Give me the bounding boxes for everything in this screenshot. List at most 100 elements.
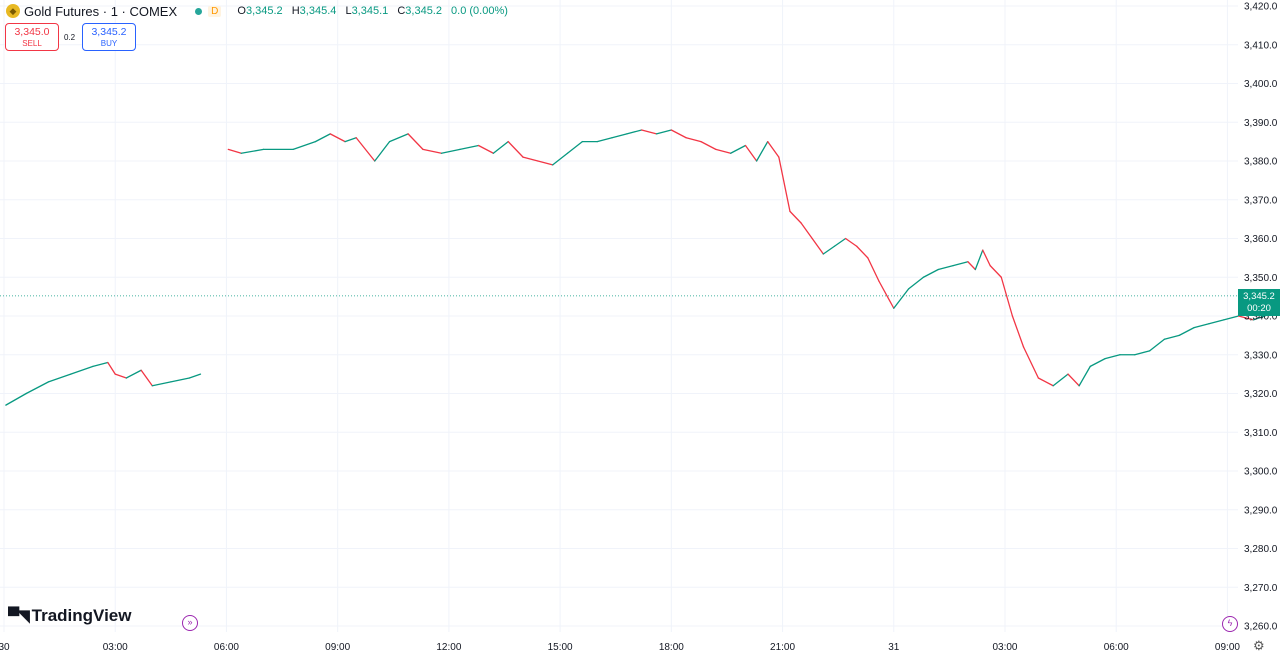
close-label: C xyxy=(397,5,406,17)
x-tick-label: 18:00 xyxy=(659,642,684,653)
price-segment xyxy=(856,245,869,259)
price-segment xyxy=(47,373,72,383)
price-segment xyxy=(1078,365,1091,387)
price-segment xyxy=(422,148,443,154)
price-segment xyxy=(566,140,584,154)
tradingview-logo[interactable]: ▀◥ TradingView xyxy=(8,606,131,626)
price-segment xyxy=(907,276,925,290)
price-segment xyxy=(700,140,717,151)
lightning-icon[interactable]: ϟ xyxy=(1222,616,1238,632)
price-segment xyxy=(670,129,687,139)
gear-icon[interactable]: ⚙ xyxy=(1253,638,1265,653)
price-segment xyxy=(1148,338,1166,352)
y-tick-label: 3,310.0 xyxy=(1244,428,1278,439)
tradingview-logo-icon: ▀◥ xyxy=(8,608,30,625)
price-segment xyxy=(974,249,984,271)
symbol-title[interactable]: Gold Futures · 1 · COMEX xyxy=(24,3,178,19)
y-tick-label: 3,380.0 xyxy=(1244,157,1278,168)
price-segment xyxy=(329,133,346,143)
price-segment xyxy=(440,148,461,154)
price-segment xyxy=(107,361,116,375)
price-segment xyxy=(811,237,824,255)
x-tick-label: 09:00 xyxy=(325,642,350,653)
x-tick-label: 06:00 xyxy=(1104,642,1129,653)
price-segment xyxy=(1193,323,1210,329)
close-value: 3,345.2 xyxy=(405,5,442,17)
y-tick-label: 3,360.0 xyxy=(1244,234,1278,245)
x-tick-label: 31 xyxy=(888,642,900,653)
last-price-tag: 3,345.2 00:20 xyxy=(1238,289,1280,316)
y-tick-label: 3,370.0 xyxy=(1244,195,1278,206)
price-segment xyxy=(170,377,191,383)
y-tick-label: 3,330.0 xyxy=(1244,350,1278,361)
x-tick-label: 06:00 xyxy=(214,642,239,653)
price-segment xyxy=(844,237,858,247)
open-value: 3,345.2 xyxy=(245,5,283,17)
price-segment xyxy=(374,140,391,162)
price-segment xyxy=(685,137,702,143)
x-tick-label: 21:00 xyxy=(770,642,795,653)
price-segment xyxy=(655,129,672,135)
buy-label: BUY xyxy=(100,39,118,48)
high-label: H xyxy=(291,5,300,17)
sell-button[interactable]: 3,345.0 SELL xyxy=(5,23,59,51)
price-segment xyxy=(596,137,613,143)
price-segment xyxy=(989,264,1002,278)
price-segment xyxy=(227,148,242,154)
price-segment xyxy=(982,249,991,267)
price-segment xyxy=(755,140,769,162)
x-tick-label: 12:00 xyxy=(436,642,461,653)
x-tick-label: 30 xyxy=(0,642,10,653)
x-tick-label: 03:00 xyxy=(992,642,1017,653)
sell-label: SELL xyxy=(22,39,42,48)
delayed-badge: D xyxy=(208,5,222,17)
spread-value: 0.2 xyxy=(64,33,76,42)
price-segment xyxy=(767,140,780,158)
price-segment xyxy=(92,361,109,368)
go-to-realtime-icon[interactable]: » xyxy=(182,615,198,631)
price-segment xyxy=(407,133,424,151)
price-segment xyxy=(70,365,94,375)
price-segment xyxy=(522,156,539,162)
price-segment xyxy=(778,156,791,213)
status-dot-icon xyxy=(195,7,203,15)
price-segment xyxy=(188,373,202,379)
low-value: 3,345.1 xyxy=(351,5,389,17)
price-segment xyxy=(715,148,732,154)
price-segment xyxy=(1223,315,1240,321)
price-segment xyxy=(822,245,836,255)
price-segment xyxy=(1252,315,1266,321)
x-tick-label: 03:00 xyxy=(103,642,128,653)
price-segment xyxy=(893,288,910,309)
ohlc-values: O3,345.2 H3,345.4 L3,345.1 C3,345.2 0.0 … xyxy=(237,5,514,17)
price-segment xyxy=(641,129,658,135)
price-segment xyxy=(1037,377,1054,387)
x-tick-label: 09:00 xyxy=(1215,642,1240,653)
y-axis: 3,420.0 3,410.0 3,400.0 3,390.0 3,380.0 3,370… xyxy=(1244,2,1278,633)
price-segment xyxy=(344,137,357,143)
price-segment xyxy=(1067,373,1080,387)
price-segment xyxy=(492,140,509,154)
open-label: O xyxy=(237,5,246,17)
y-tick-label: 3,260.0 xyxy=(1244,622,1278,633)
buy-price: 3,345.2 xyxy=(91,26,127,38)
y-tick-label: 3,350.0 xyxy=(1244,273,1278,284)
price-segment xyxy=(314,133,331,143)
y-tick-label: 3,410.0 xyxy=(1244,40,1278,51)
price-segment xyxy=(789,210,802,224)
buy-button[interactable]: 3,345.2 BUY xyxy=(82,23,136,51)
change-value: 0.0 (0.00%) xyxy=(451,5,508,17)
price-segment xyxy=(1089,357,1106,368)
price-segment xyxy=(611,133,628,139)
price-segment xyxy=(1022,346,1040,379)
y-tick-label: 3,290.0 xyxy=(1244,505,1278,516)
price-segment xyxy=(626,129,643,135)
price-segment xyxy=(1000,276,1014,317)
y-tick-label: 3,320.0 xyxy=(1244,389,1278,400)
price-segment xyxy=(151,381,172,387)
price-segment xyxy=(967,261,976,271)
high-value: 3,345.4 xyxy=(299,5,337,17)
price-segment xyxy=(1163,334,1180,340)
price-segment xyxy=(1237,315,1255,321)
